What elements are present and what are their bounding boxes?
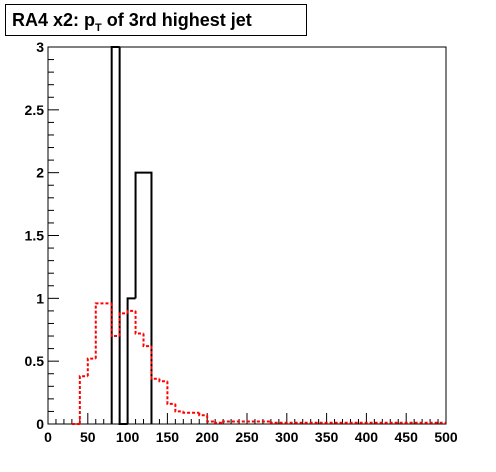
histogram-bin xyxy=(78,375,88,424)
title-subscript: T xyxy=(95,22,102,34)
histogram-bin xyxy=(94,302,112,359)
histogram-bin xyxy=(182,411,200,414)
histogram-bin xyxy=(134,171,153,424)
histogram-bin xyxy=(198,412,208,417)
title-suffix: of 3rd highest jet xyxy=(101,10,252,30)
y-tick-label: 2 xyxy=(36,165,44,181)
x-tick-label: 500 xyxy=(434,429,458,445)
x-tick-label: 450 xyxy=(395,429,419,445)
histogram-bin xyxy=(150,346,160,380)
series-1 xyxy=(110,46,153,425)
y-tick-label: 2.5 xyxy=(25,102,45,118)
x-tick-label: 50 xyxy=(80,429,96,445)
histogram-bin xyxy=(110,46,120,424)
histogram-bin xyxy=(158,378,168,383)
histogram-bin xyxy=(174,403,184,413)
histogram-bin xyxy=(222,420,271,423)
histogram-bin xyxy=(214,421,224,424)
y-tick-label: 3 xyxy=(36,39,44,55)
series-2 xyxy=(71,302,446,425)
y-tick-label: 1.5 xyxy=(25,228,45,244)
histogram-bin xyxy=(126,297,136,424)
histogram-bin xyxy=(86,357,96,377)
title-prefix: RA4 x2: p xyxy=(12,10,96,30)
plot-frame xyxy=(47,46,447,425)
histogram-bin xyxy=(110,303,120,338)
x-tick-label: 250 xyxy=(235,429,259,445)
x-tick-label: 400 xyxy=(355,429,379,445)
histogram-bin xyxy=(269,421,446,424)
histogram-bin xyxy=(126,309,136,314)
series-layer xyxy=(71,46,446,425)
histogram-bin xyxy=(134,310,144,335)
histogram-bin xyxy=(118,47,128,425)
x-tick-label: 200 xyxy=(196,429,220,445)
y-tick-label: 0.5 xyxy=(25,353,45,369)
x-tick-label: 350 xyxy=(315,429,339,445)
histogram-bin xyxy=(206,415,216,423)
x-tick-label: 150 xyxy=(156,429,180,445)
histogram-bin xyxy=(166,381,176,405)
axes: 0 50 100 150 200 250 300 350 400 450 500 0 0.5 1 1.5 2 2… xyxy=(25,39,458,445)
y-tick-label: 0 xyxy=(36,416,44,432)
histogram-bin xyxy=(142,333,152,348)
x-tick-label: 0 xyxy=(44,429,52,445)
chart-title: RA4 x2: pT of 3rd highest jet xyxy=(5,4,307,36)
y-tick-label: 1 xyxy=(36,290,44,306)
histogram-bin xyxy=(118,312,128,337)
x-tick-label: 300 xyxy=(275,429,299,445)
x-tick-label: 100 xyxy=(116,429,140,445)
